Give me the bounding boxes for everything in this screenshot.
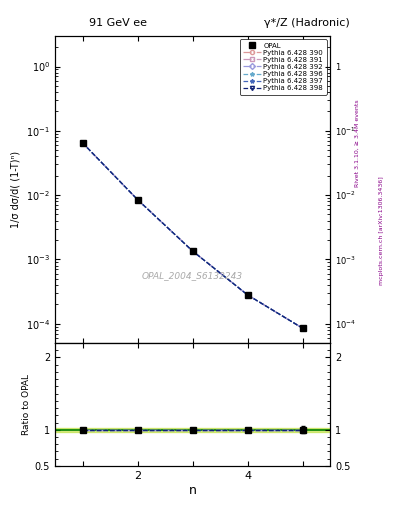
Text: mcplots.cern.ch [arXiv:1306.3436]: mcplots.cern.ch [arXiv:1306.3436] (379, 176, 384, 285)
X-axis label: n: n (189, 483, 196, 497)
Y-axis label: Ratio to OPAL: Ratio to OPAL (22, 374, 31, 435)
Y-axis label: 1/σ dσ/d( (1-T)ⁿ): 1/σ dσ/d( (1-T)ⁿ) (10, 151, 20, 228)
Text: OPAL_2004_S6132243: OPAL_2004_S6132243 (142, 271, 243, 280)
Text: γ*/Z (Hadronic): γ*/Z (Hadronic) (264, 18, 349, 28)
Text: 91 GeV ee: 91 GeV ee (89, 18, 147, 28)
Text: Rivet 3.1.10, ≥ 3.4M events: Rivet 3.1.10, ≥ 3.4M events (355, 99, 360, 187)
Legend: OPAL, Pythia 6.428 390, Pythia 6.428 391, Pythia 6.428 392, Pythia 6.428 396, Py: OPAL, Pythia 6.428 390, Pythia 6.428 391… (240, 39, 327, 95)
